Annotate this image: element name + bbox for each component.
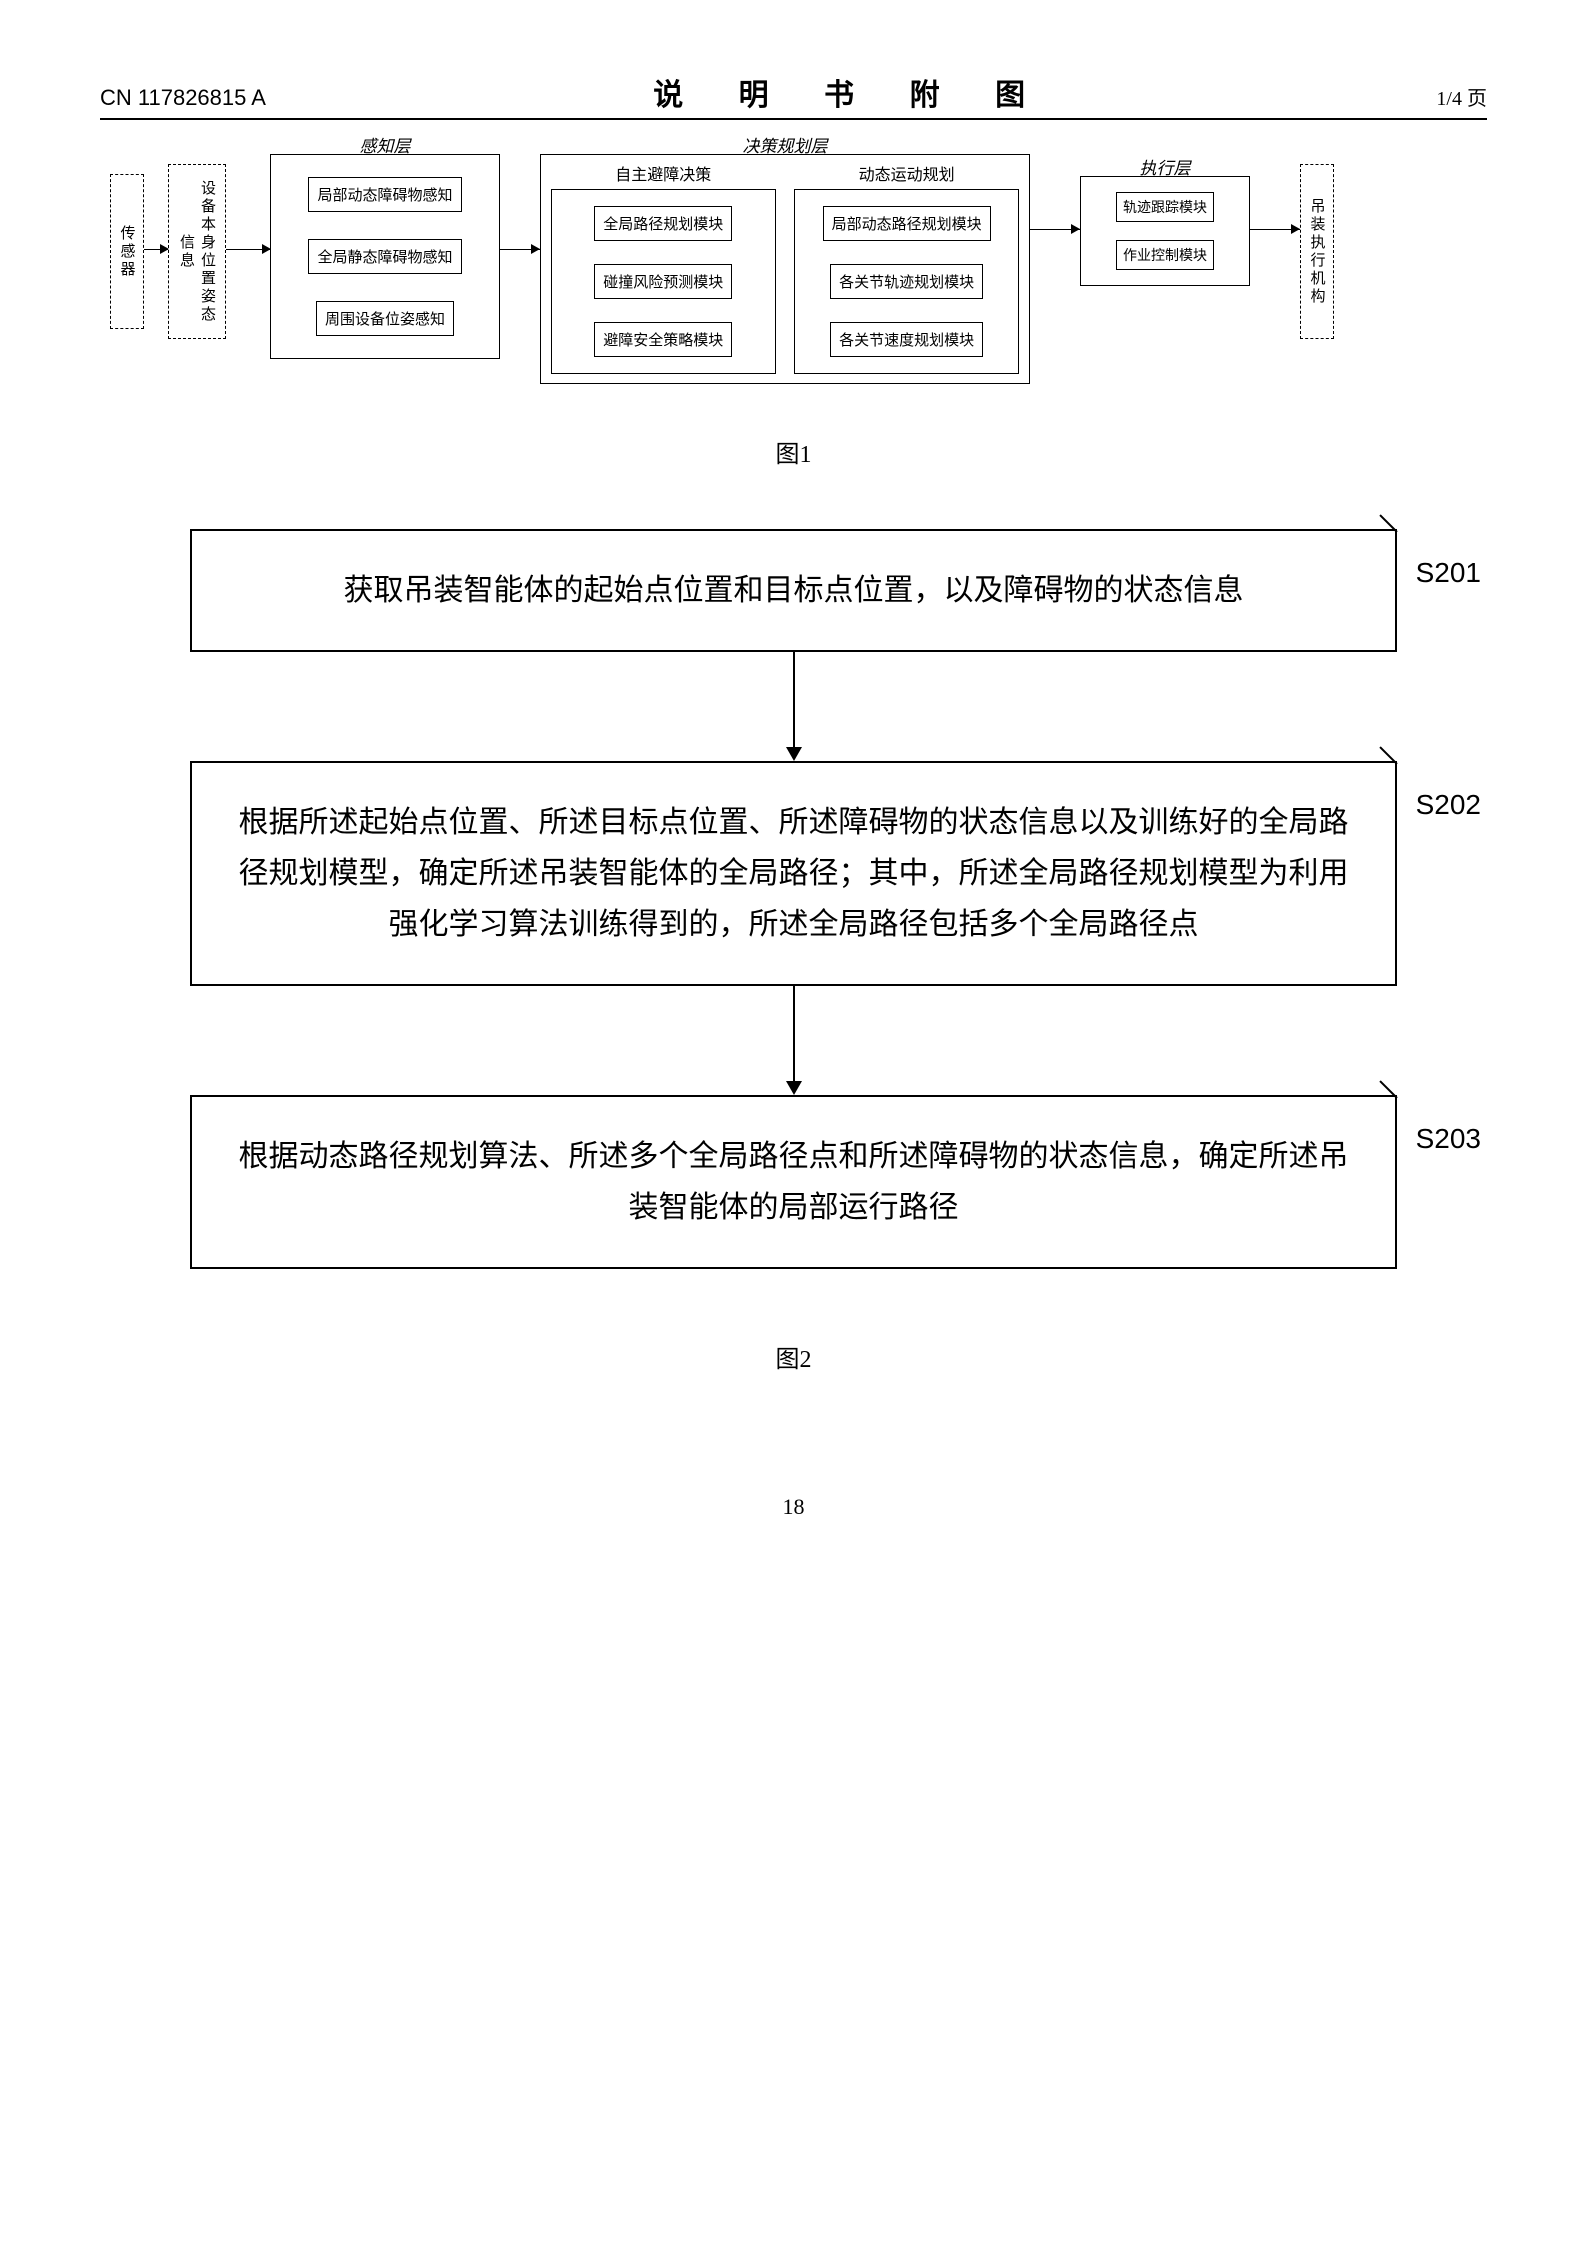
step-s201: 获取吊装智能体的起始点位置和目标点位置，以及障碍物的状态信息 S201 <box>190 529 1397 652</box>
perception-item: 全局静态障碍物感知 <box>308 239 461 274</box>
page-header: CN 117826815 A 说 明 书 附 图 1/4 页 <box>100 70 1487 120</box>
fig2-caption: 图2 <box>100 1339 1487 1374</box>
doc-id: CN 117826815 A <box>100 85 266 111</box>
perception-layer: 局部动态障碍物感知 全局静态障碍物感知 周围设备位姿感知 <box>270 154 500 359</box>
hoist-box: 吊装执行机构 <box>1300 164 1334 339</box>
arrow-head-icon <box>531 244 540 254</box>
step-s202: 根据所述起始点位置、所述目标点位置、所述障碍物的状态信息以及训练好的全局路径规划… <box>190 761 1397 986</box>
step-s203: 根据动态路径规划算法、所述多个全局路径点和所述障碍物的状态信息，确定所述吊装智能… <box>190 1095 1397 1269</box>
decision-right-item: 各关节轨迹规划模块 <box>830 264 983 299</box>
step-label: S201 <box>1416 549 1481 597</box>
decision-left-box: 全局路径规划模块 碰撞风险预测模块 避障安全策略模块 <box>551 189 776 374</box>
page-number: 18 <box>100 1494 1487 1520</box>
decision-left-item: 碰撞风险预测模块 <box>594 264 732 299</box>
decision-right-box: 局部动态路径规划模块 各关节轨迹规划模块 各关节速度规划模块 <box>794 189 1019 374</box>
sensor-box: 传感器 <box>110 174 144 329</box>
exec-item: 轨迹跟踪模块 <box>1116 192 1214 222</box>
arrow-head-icon <box>262 244 271 254</box>
down-arrow-icon <box>786 747 802 761</box>
decision-left-label: 自主避障决策 <box>551 161 776 185</box>
page-indicator: 1/4 页 <box>1436 82 1487 111</box>
figure-1: 传感器 设备本身位置姿态信息 感知层 局部动态障碍物感知 全局静态障碍物感知 周… <box>110 134 1477 394</box>
decision-left-item: 避障安全策略模块 <box>594 322 732 357</box>
perception-item: 局部动态障碍物感知 <box>308 177 461 212</box>
header-title: 说 明 书 附 图 <box>653 70 1049 114</box>
decision-right-label: 动态运动规划 <box>794 161 1019 185</box>
connector <box>793 986 795 1081</box>
exec-item: 作业控制模块 <box>1116 240 1214 270</box>
device-info-box: 设备本身位置姿态信息 <box>168 164 226 339</box>
decision-left-item: 全局路径规划模块 <box>594 206 732 241</box>
decision-right-item: 各关节速度规划模块 <box>830 322 983 357</box>
down-arrow-icon <box>786 1081 802 1095</box>
arrow-head-icon <box>160 244 169 254</box>
connector <box>793 652 795 747</box>
arrow-head-icon <box>1071 224 1080 234</box>
fig1-caption: 图1 <box>100 434 1487 469</box>
decision-layer: 自主避障决策 全局路径规划模块 碰撞风险预测模块 避障安全策略模块 动态运动规划… <box>540 154 1030 384</box>
decision-right-item: 局部动态路径规划模块 <box>823 206 991 241</box>
perception-item: 周围设备位姿感知 <box>316 301 454 336</box>
figure-2: 获取吊装智能体的起始点位置和目标点位置，以及障碍物的状态信息 S201 根据所述… <box>190 529 1397 1269</box>
arrow-head-icon <box>1291 224 1300 234</box>
step-label: S202 <box>1416 781 1481 829</box>
exec-layer: 轨迹跟踪模块 作业控制模块 <box>1080 176 1250 286</box>
step-label: S203 <box>1416 1115 1481 1163</box>
